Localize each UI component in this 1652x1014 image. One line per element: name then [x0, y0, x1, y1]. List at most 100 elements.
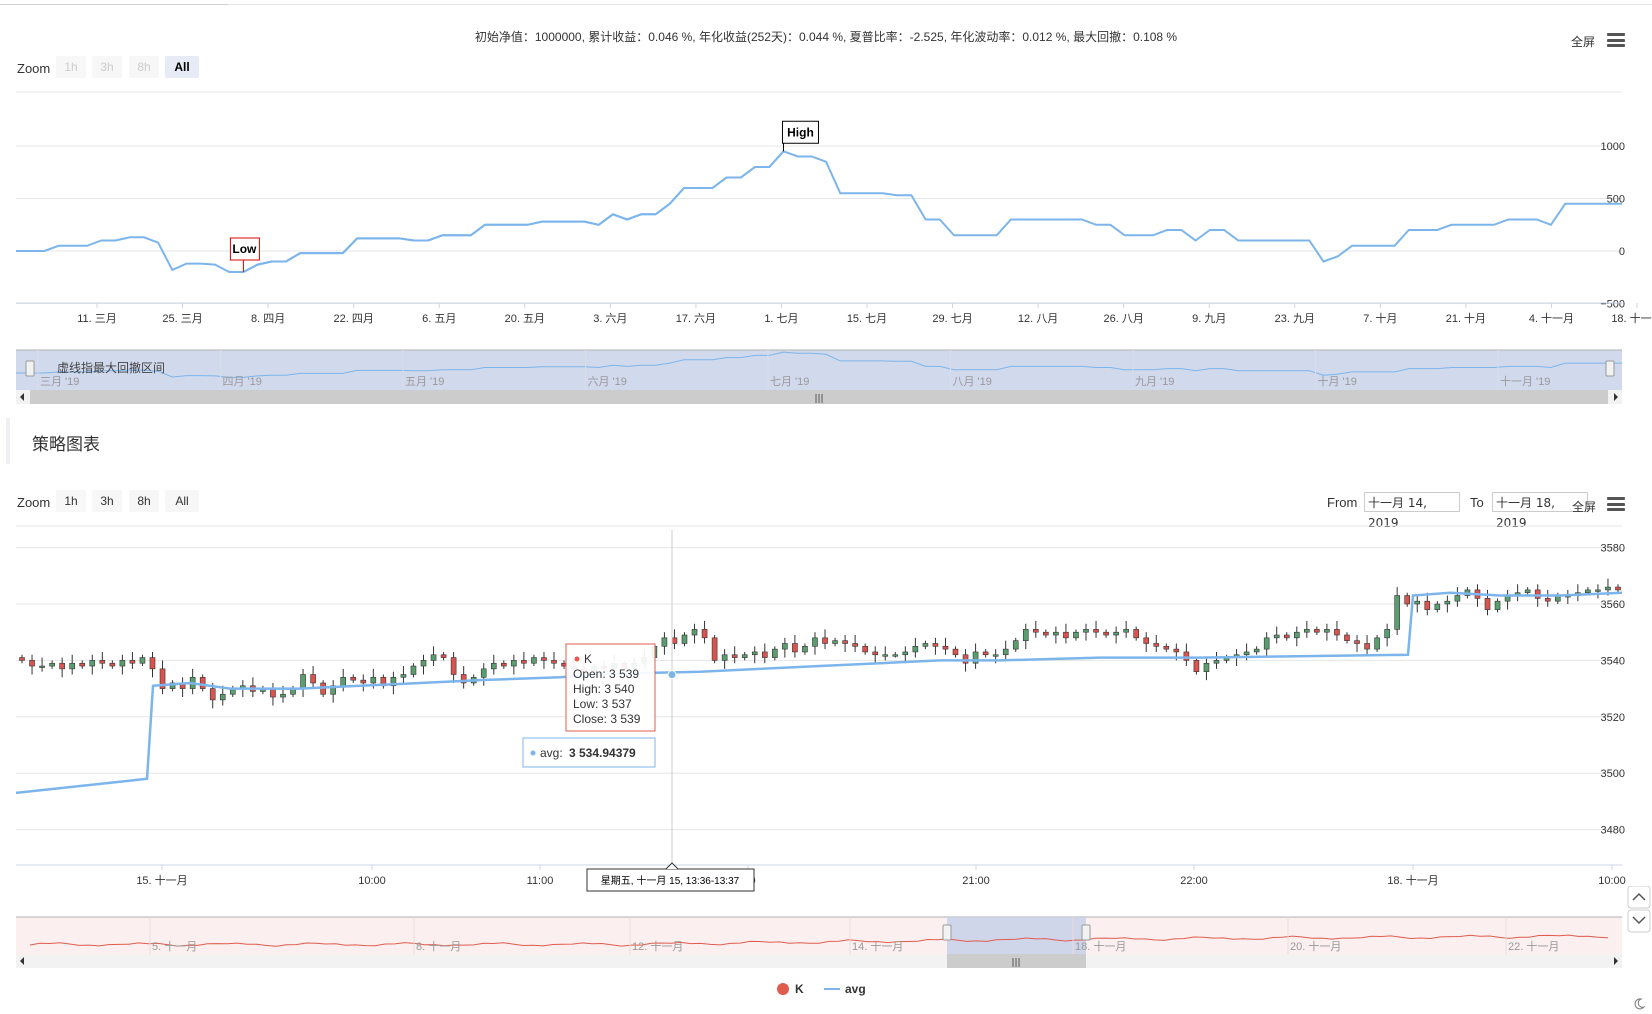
- candle-body: [1053, 631, 1059, 636]
- candle-body: [792, 643, 798, 653]
- scroll-right-arrow: [1614, 393, 1618, 401]
- legend-item-avg[interactable]: avg: [824, 982, 866, 996]
- zoom-1h-button-2[interactable]: 1h: [56, 490, 86, 512]
- candle-body: [119, 660, 126, 667]
- candle-body: [992, 654, 999, 657]
- y-tick-label: 3540: [1601, 655, 1625, 667]
- x-tick-label: 21:00: [962, 875, 990, 887]
- candle-body: [1073, 631, 1079, 639]
- candle-body: [852, 643, 858, 647]
- candle-body: [1002, 648, 1009, 656]
- candle-body: [741, 654, 748, 658]
- candle-body: [1103, 631, 1109, 636]
- navigator-handle-right: [1605, 360, 1615, 377]
- x-tick-label: 6. 五月: [422, 313, 456, 325]
- candle-body: [1123, 629, 1129, 633]
- navigator-label: 五月 '19: [405, 376, 444, 388]
- tooltip-avg-value: 3 534.94379: [569, 746, 636, 760]
- candle-body: [1012, 640, 1019, 650]
- x-tick-label: 26. 八月: [1103, 313, 1143, 325]
- tooltip-avg-box: [522, 737, 656, 768]
- candle-body: [209, 688, 216, 701]
- y-tick-label: 500: [1607, 194, 1625, 206]
- candle-body: [1193, 660, 1200, 672]
- candle-body: [1384, 629, 1390, 639]
- candle-body: [1615, 586, 1621, 591]
- candle-body: [59, 662, 65, 670]
- x-tick-label: 22. 四月: [333, 313, 373, 325]
- candle-body: [49, 662, 55, 667]
- candle-body: [450, 657, 457, 675]
- fullscreen-button[interactable]: 全屏: [1571, 35, 1596, 49]
- tooltip-close: Close: 3 539: [573, 712, 641, 726]
- candle-body: [1293, 631, 1300, 639]
- zoom-all-button-2[interactable]: All: [165, 490, 199, 512]
- tooltip-avg-dot: [530, 750, 536, 756]
- candle-body: [19, 657, 25, 661]
- range-from-label: From: [1327, 495, 1358, 510]
- moon-icon[interactable]: [1632, 997, 1646, 1011]
- candle-body: [501, 662, 507, 667]
- candle-body: [430, 654, 437, 661]
- candle-body: [99, 660, 106, 664]
- chevron-down-icon[interactable]: [1627, 909, 1651, 933]
- candle-body: [390, 677, 397, 687]
- candle-body: [882, 654, 889, 657]
- zoom-3h-button-2[interactable]: 3h: [92, 490, 122, 512]
- tooltip-high: High: 3 540: [573, 682, 635, 696]
- candle-body: [360, 679, 367, 684]
- hamburger-menu-icon-2[interactable]: [1607, 497, 1625, 511]
- zoom-8h-button-2[interactable]: 8h: [129, 490, 159, 512]
- candle-body: [1534, 589, 1541, 599]
- zoom-8h-button[interactable]: 8h: [129, 56, 159, 78]
- candle-body: [1033, 629, 1039, 633]
- navigator-label: 七月 '19: [770, 375, 809, 388]
- candle-body: [270, 688, 276, 698]
- candle-body: [300, 674, 306, 689]
- zoom-3h-button[interactable]: 3h: [92, 56, 122, 78]
- candle-body: [1203, 662, 1210, 672]
- navigator-selection: [16, 350, 1622, 390]
- candle-body: [89, 660, 96, 667]
- y-tick-label: −500: [1600, 299, 1625, 311]
- range-from-input[interactable]: 十一月 14, 2019: [1364, 492, 1460, 530]
- candle-body: [340, 677, 347, 687]
- candle-body: [772, 648, 778, 658]
- candle-body: [721, 654, 728, 661]
- candle-body: [1324, 629, 1330, 633]
- candle-body: [661, 637, 668, 647]
- candle-body: [1133, 629, 1139, 639]
- candle-body: [541, 657, 547, 661]
- section-accent: [6, 418, 10, 464]
- candle-body: [1253, 648, 1260, 653]
- zoom-all-button[interactable]: All: [165, 56, 199, 78]
- x-tick-label: 1. 七月: [764, 312, 798, 325]
- candle-body: [139, 657, 146, 664]
- chevron-up-icon[interactable]: [1627, 885, 1651, 909]
- avg-line: [15, 591, 1623, 795]
- candle-body: [972, 651, 979, 664]
- x-tick-label: 10:00: [358, 875, 386, 887]
- candle-body: [782, 643, 788, 650]
- navigator-label: 三月 '19: [40, 376, 79, 388]
- legend-item-k[interactable]: K: [777, 982, 804, 996]
- x-tick-label: 11:00: [527, 875, 554, 887]
- candle-body: [862, 646, 868, 653]
- candle-body: [832, 640, 838, 644]
- candle-body: [1263, 637, 1270, 650]
- candle-body: [1454, 595, 1461, 602]
- candle-body: [942, 646, 949, 650]
- legend-avg-label: avg: [845, 982, 866, 996]
- tooltip-avg-name: avg:: [540, 746, 563, 760]
- candle-body: [1063, 631, 1069, 639]
- x-tick-label: 18. 十一月: [1387, 873, 1438, 887]
- candle-body: [1374, 637, 1380, 650]
- candle-body: [460, 674, 467, 684]
- low-flag-box: [229, 237, 260, 261]
- candle-body: [1083, 629, 1089, 633]
- crosshair-label-pointer: [665, 862, 679, 870]
- x-tick-label: 15. 七月: [847, 312, 887, 325]
- fullscreen-button-2[interactable]: 全屏: [1572, 500, 1597, 514]
- hamburger-menu-icon[interactable]: [1607, 33, 1625, 47]
- zoom-1h-button[interactable]: 1h: [56, 56, 86, 78]
